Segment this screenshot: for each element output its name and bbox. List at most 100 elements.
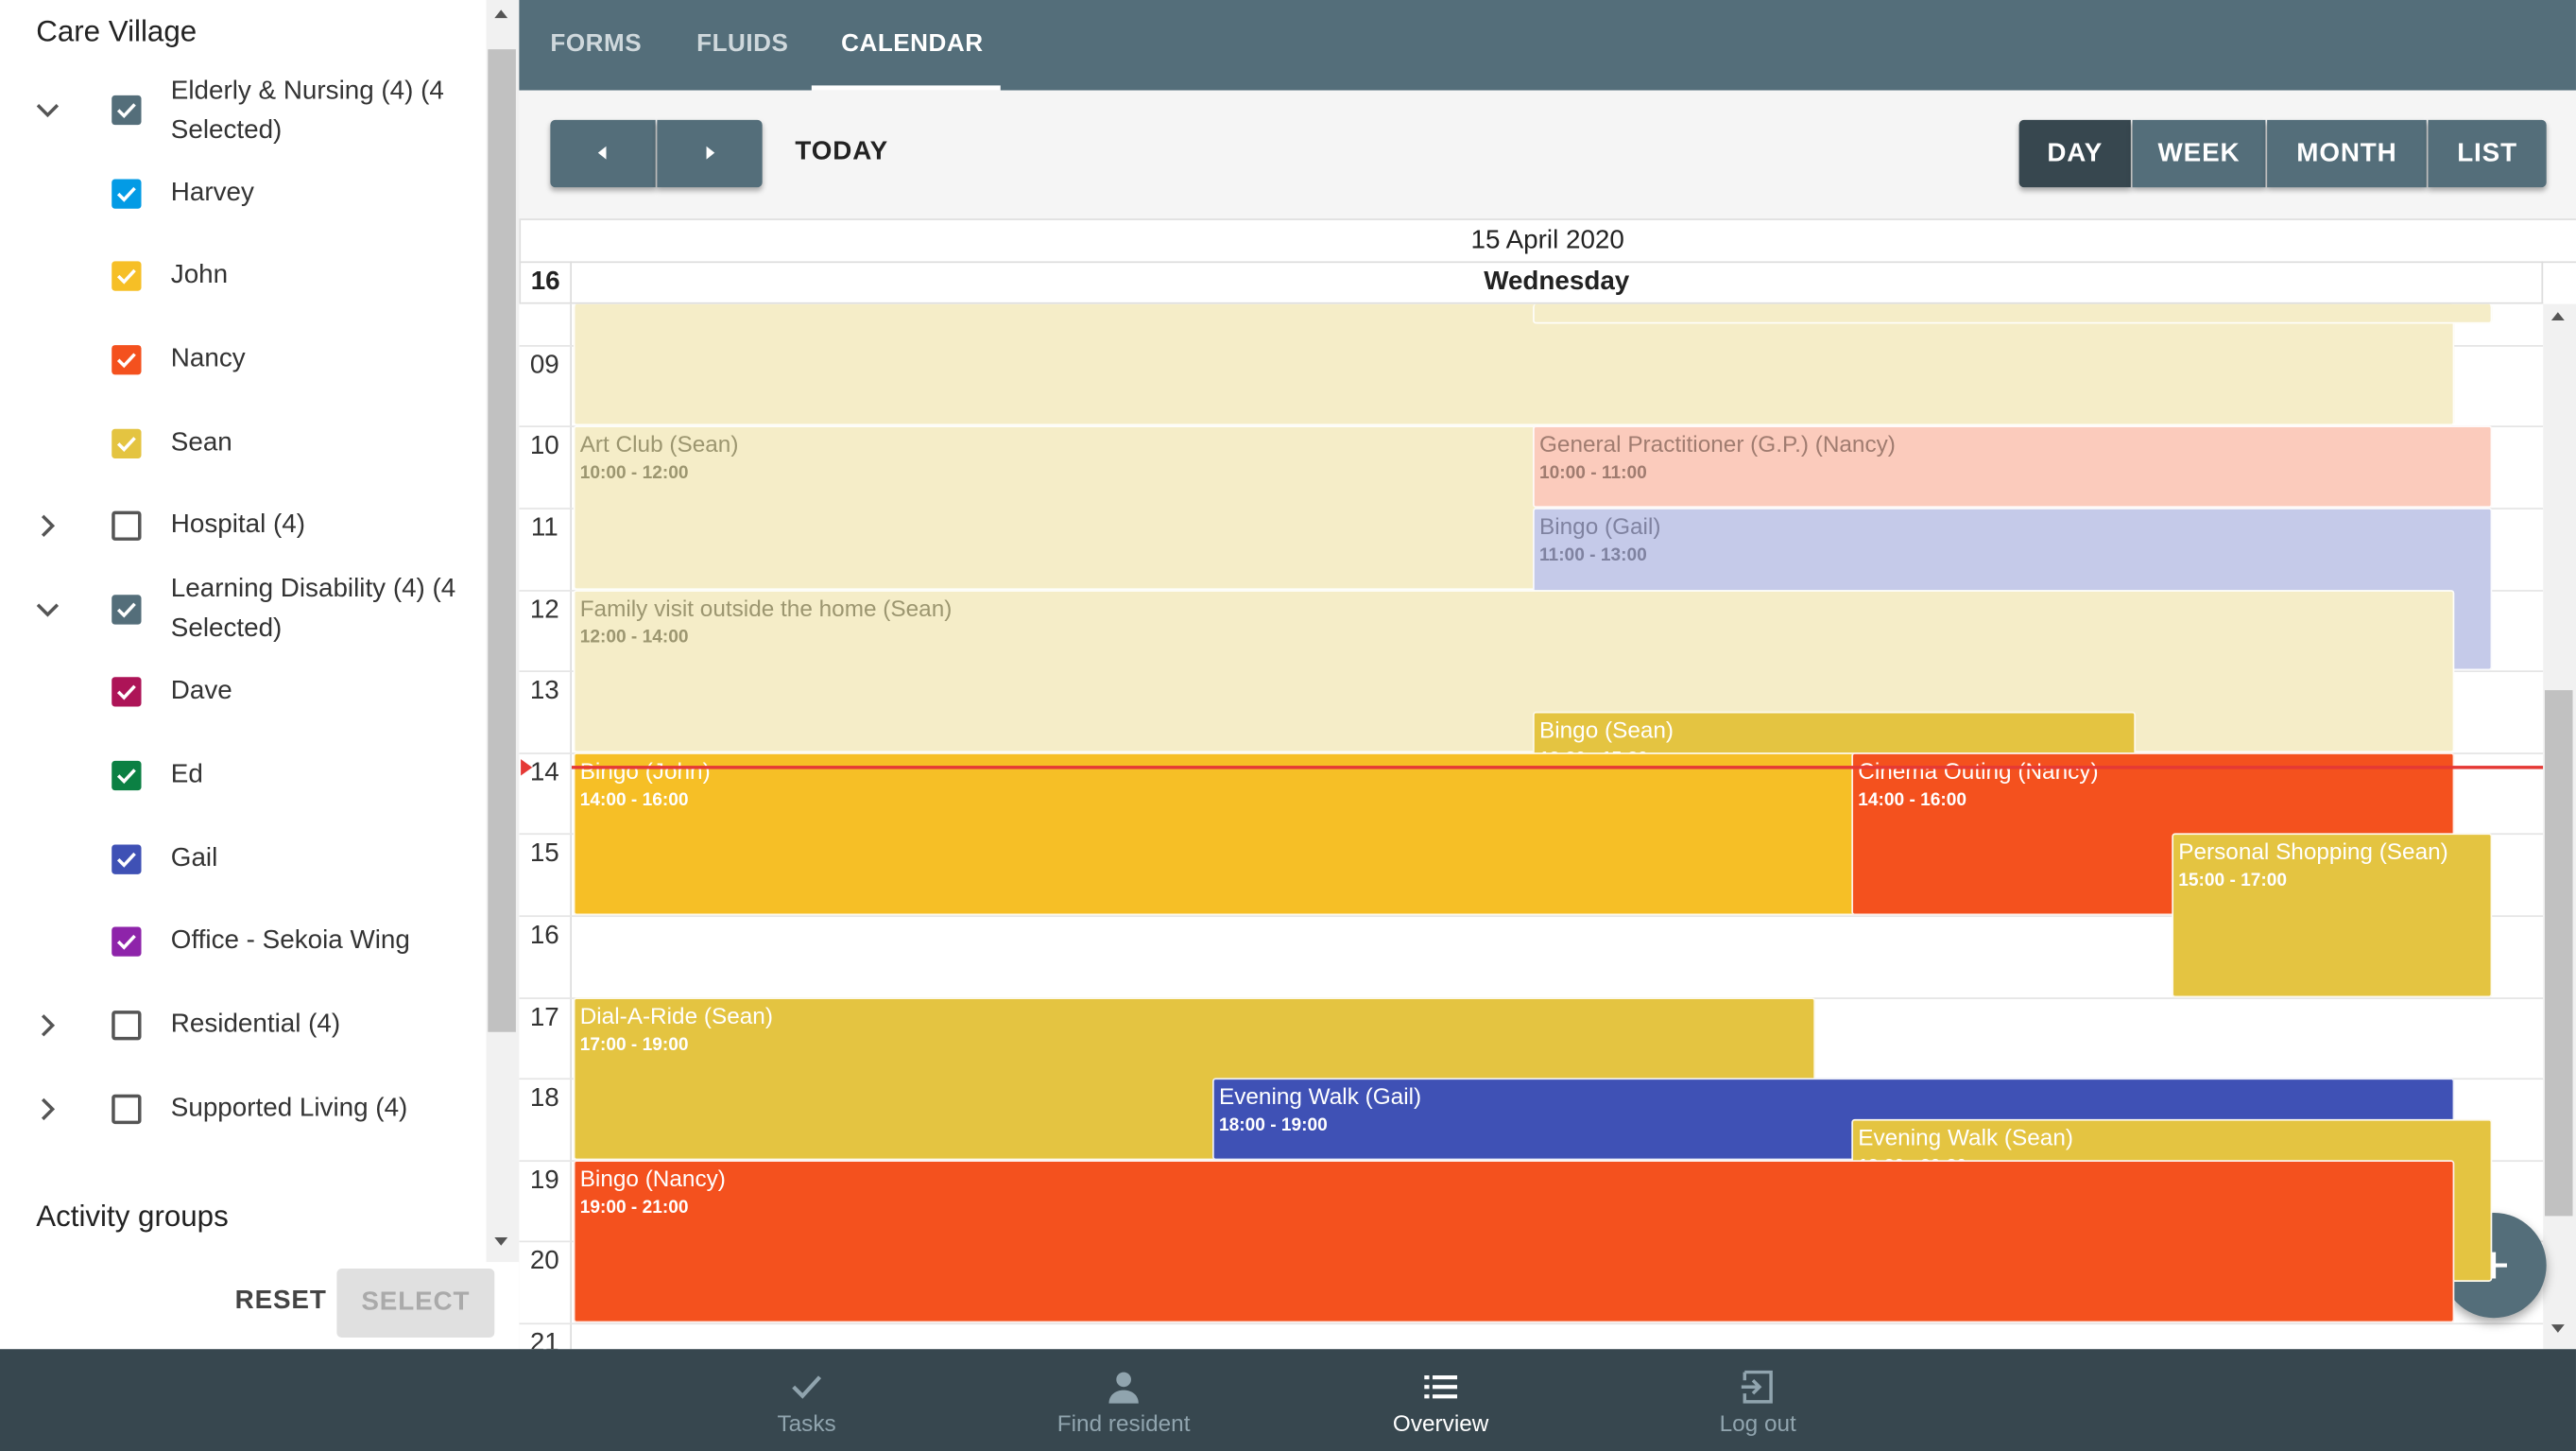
calendar-event[interactable]: Family visit outside the home (Sean) 12:0… xyxy=(573,589,2455,752)
event-time: 10:00 - 12:00 xyxy=(579,463,689,484)
calendar-day-grid[interactable]: 09 10 11 12 13 14 15 16 17 18 19 20 21 Art Club (Sea… xyxy=(519,303,2544,1350)
hour-label: 12 xyxy=(529,596,559,624)
group-label: Elderly & Nursing (4) (4 Selected) xyxy=(170,77,444,145)
chevron-down-icon[interactable] xyxy=(31,94,64,127)
activity-groups-heading: Activity groups xyxy=(36,1200,229,1233)
resident-label: Ed xyxy=(170,760,203,789)
chevron-right-icon[interactable] xyxy=(31,510,64,543)
nav-find-resident[interactable]: Find resident xyxy=(1008,1349,1238,1451)
view-week-button[interactable]: WEEK xyxy=(2132,119,2266,188)
nav-overview[interactable]: Overview xyxy=(1326,1349,1555,1451)
event-title: Bingo (John) xyxy=(579,757,711,784)
event-title: Family visit outside the home (Sean) xyxy=(579,594,953,621)
group-residential[interactable]: Residential (4) xyxy=(0,1002,487,1048)
group-elderly-nursing[interactable]: Elderly & Nursing (4) (4 Selected) xyxy=(0,72,487,150)
calendar-scroll-thumb[interactable] xyxy=(2544,690,2573,1217)
reset-button[interactable]: RESET xyxy=(234,1287,327,1315)
resident-label: Gail xyxy=(170,844,218,873)
group-supported-living[interactable]: Supported Living (4) xyxy=(0,1086,487,1132)
hour-gridline xyxy=(519,915,2544,918)
now-indicator-arrow-icon xyxy=(521,759,533,776)
hour-label: 21 xyxy=(529,1329,559,1350)
person-icon xyxy=(1108,1372,1139,1404)
resident-john[interactable]: John xyxy=(0,254,487,301)
resident-label: Office - Sekoia Wing xyxy=(170,926,410,956)
calendar-event[interactable]: General Practitioner (G.P.) (Nancy) 10:00… xyxy=(1533,425,2493,509)
scroll-up-arrow-icon[interactable] xyxy=(2550,312,2565,320)
checkbox-residential[interactable] xyxy=(112,1011,142,1041)
resident-office-sekoia-wing[interactable]: Office - Sekoia Wing xyxy=(0,921,487,967)
event-title: Evening Walk (Gail) xyxy=(1218,1082,1422,1110)
calendar-event-earlier[interactable] xyxy=(573,303,2455,426)
checkbox-dave[interactable] xyxy=(112,677,142,707)
hour-label: 16 xyxy=(529,922,559,950)
hour-label: 20 xyxy=(529,1248,559,1276)
sidebar-scroll-thumb[interactable] xyxy=(488,49,516,1032)
next-button[interactable] xyxy=(657,119,763,188)
checkbox-elderly-nursing[interactable] xyxy=(112,95,142,126)
checkbox-hospital[interactable] xyxy=(112,510,142,541)
hour-gridline xyxy=(519,1322,2544,1325)
event-title: Bingo (Nancy) xyxy=(579,1165,726,1191)
hour-label: 18 xyxy=(529,1084,559,1114)
view-month-button[interactable]: MONTH xyxy=(2267,119,2427,188)
day-header: Wednesday xyxy=(571,261,2544,304)
resident-gail[interactable]: Gail xyxy=(0,837,487,883)
resident-nancy[interactable]: Nancy xyxy=(0,338,487,385)
event-title: General Practitioner (G.P.) (Nancy) xyxy=(1538,431,1896,458)
nav-tasks[interactable]: Tasks xyxy=(692,1349,921,1451)
chevron-right-icon[interactable] xyxy=(31,1093,64,1126)
resident-harvey[interactable]: Harvey xyxy=(0,171,487,217)
checkbox-ed[interactable] xyxy=(112,760,142,791)
top-tab-bar xyxy=(519,0,2576,91)
calendar-event[interactable]: Personal Shopping (Sean) 15:00 - 17:00 xyxy=(2172,834,2493,997)
group-label: Residential (4) xyxy=(170,1011,341,1039)
checkbox-office[interactable] xyxy=(112,926,142,957)
event-title: Bingo (Gail) xyxy=(1538,512,1661,540)
select-button[interactable]: SELECT xyxy=(336,1269,495,1339)
checkbox-learning-disability[interactable] xyxy=(112,595,142,625)
nav-label: Tasks xyxy=(777,1409,836,1437)
today-button[interactable]: TODAY xyxy=(795,138,889,166)
calendar-event-earlier[interactable] xyxy=(1533,303,2493,324)
event-title: Personal Shopping (Sean) xyxy=(2178,838,2448,866)
tab-forms[interactable]: FORMS xyxy=(550,29,643,58)
scroll-down-arrow-icon[interactable] xyxy=(2550,1324,2565,1333)
chevron-down-icon[interactable] xyxy=(31,594,64,627)
calendar-event[interactable]: Bingo (Nancy) 19:00 - 21:00 xyxy=(573,1159,2455,1323)
resident-label: Dave xyxy=(170,677,232,705)
resident-dave[interactable]: Dave xyxy=(0,670,487,717)
resident-ed[interactable]: Ed xyxy=(0,754,487,801)
checkbox-harvey[interactable] xyxy=(112,179,142,209)
tab-calendar[interactable]: CALENDAR xyxy=(841,29,984,58)
group-hospital[interactable]: Hospital (4) xyxy=(0,503,487,549)
chevron-right-icon[interactable] xyxy=(31,1009,64,1042)
checkbox-supported-living[interactable] xyxy=(112,1094,142,1125)
event-time: 11:00 - 13:00 xyxy=(1538,545,1647,566)
checkbox-sean[interactable] xyxy=(112,428,142,459)
hour-label: 11 xyxy=(530,514,558,543)
scroll-down-arrow-icon[interactable] xyxy=(494,1237,508,1246)
event-time: 18:00 - 19:00 xyxy=(1218,1115,1328,1136)
resident-label: Nancy xyxy=(170,345,246,373)
nav-log-out[interactable]: Log out xyxy=(1643,1349,1873,1451)
hour-label: 14 xyxy=(529,758,559,787)
sidebar: Care Village Elderly & Nursing (4) (4 Se… xyxy=(0,0,522,1350)
event-time: 14:00 - 16:00 xyxy=(1858,789,1967,810)
tab-fluids[interactable]: FLUIDS xyxy=(696,29,789,58)
event-time: 19:00 - 21:00 xyxy=(579,1197,689,1218)
checkbox-gail[interactable] xyxy=(112,844,142,874)
resident-sean[interactable]: Sean xyxy=(0,421,487,467)
hour-label: 09 xyxy=(529,351,559,380)
group-learning-disability[interactable]: Learning Disability (4) (4 Selected) xyxy=(0,570,487,648)
care-village-title: Care Village xyxy=(36,14,197,48)
prev-button[interactable] xyxy=(550,119,656,188)
group-label: Hospital (4) xyxy=(170,510,306,540)
event-title: Cinema Outing (Nancy) xyxy=(1858,757,2099,784)
scroll-up-arrow-icon[interactable] xyxy=(494,9,508,19)
checkbox-nancy[interactable] xyxy=(112,345,142,375)
view-list-button[interactable]: LIST xyxy=(2428,119,2547,188)
checkbox-john[interactable] xyxy=(112,261,142,291)
caret-left-icon xyxy=(597,146,607,160)
view-day-button[interactable]: DAY xyxy=(2018,119,2131,188)
